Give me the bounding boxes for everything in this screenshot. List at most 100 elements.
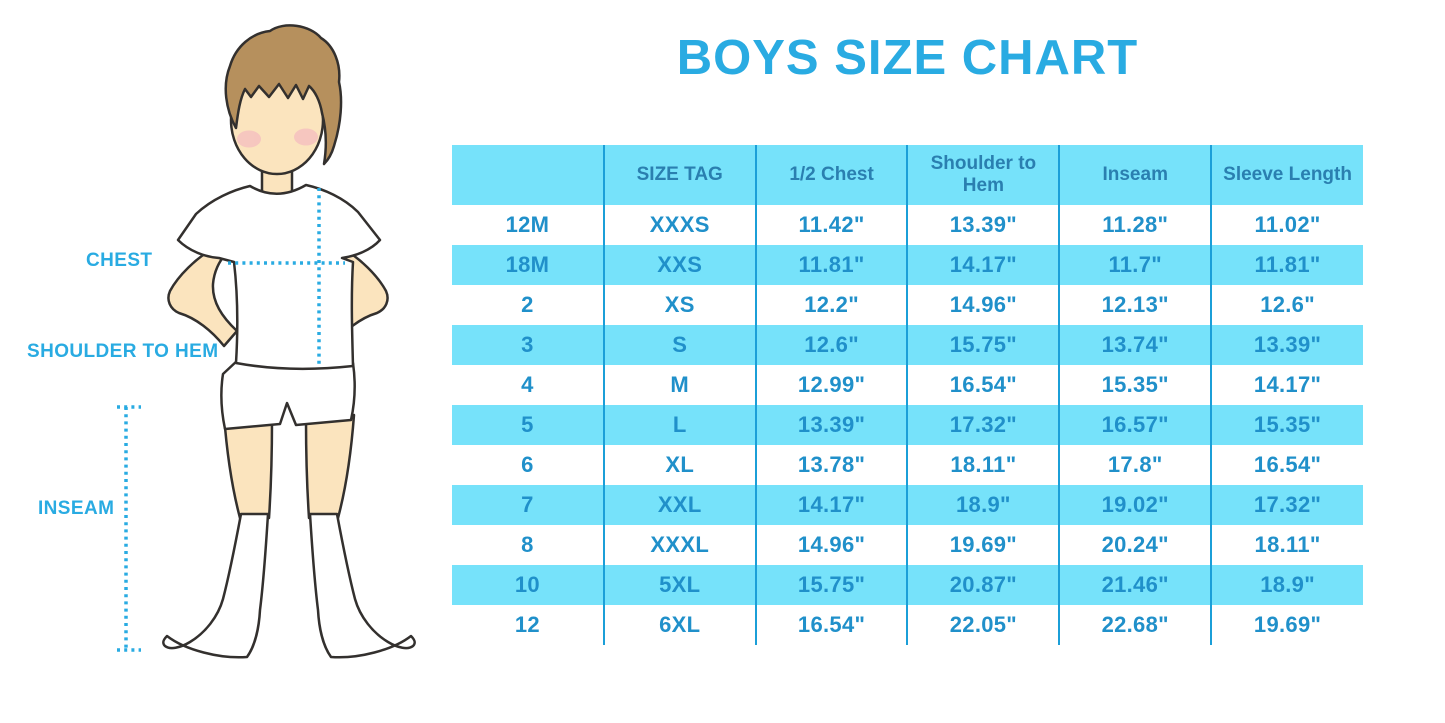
table-cell: 17.32" bbox=[1210, 485, 1363, 525]
table-cell: L bbox=[602, 405, 756, 445]
table-cell: S bbox=[602, 325, 756, 365]
table-row: 5 L 13.39" 17.32" 16.57" 15.35" bbox=[452, 405, 1363, 445]
table-cell: 11.42" bbox=[754, 205, 908, 245]
size-label-cell: 3 bbox=[521, 332, 534, 357]
size-chart-header: SIZE TAG 1/2 Chest Shoulder to Hem Inseam Sl… bbox=[452, 145, 1363, 205]
table-row: 10 5XL 15.75" 20.87" 21.46" 18.9" bbox=[452, 565, 1363, 605]
table-cell: 14.17" bbox=[906, 245, 1060, 285]
table-cell: XXXS bbox=[602, 205, 756, 245]
table-cell: 22.05" bbox=[906, 605, 1060, 645]
table-cell: 20.87" bbox=[906, 565, 1060, 605]
header-cell: Shoulder to Hem bbox=[906, 145, 1060, 205]
table-cell: 19.02" bbox=[1058, 485, 1212, 525]
table-cell: 12.6" bbox=[1210, 285, 1363, 325]
left-sock-shape bbox=[162, 512, 270, 659]
table-cell: 15.75" bbox=[754, 565, 908, 605]
table-cell: 14.96" bbox=[906, 285, 1060, 325]
table-cell: 13.39" bbox=[754, 405, 908, 445]
table-cell: 18.9" bbox=[1210, 565, 1363, 605]
size-label-cell: 4 bbox=[521, 372, 534, 397]
table-cell: 16.54" bbox=[1210, 445, 1363, 485]
table-cell: 22.68" bbox=[1058, 605, 1212, 645]
table-cell: 15.35" bbox=[1210, 405, 1363, 445]
tshirt-shape bbox=[176, 183, 382, 370]
header-cell: SIZE TAG bbox=[602, 145, 756, 205]
chest-label: CHEST bbox=[86, 250, 153, 271]
table-cell: 12.13" bbox=[1058, 285, 1212, 325]
table-cell: 15.75" bbox=[906, 325, 1060, 365]
table-cell: 20.24" bbox=[1058, 525, 1212, 565]
table-cell: XXXL bbox=[602, 525, 756, 565]
size-chart-body: 12M XXXS 11.42" 13.39" 11.28" 11.02" 18M XXS 11.… bbox=[452, 205, 1363, 645]
table-cell: 19.69" bbox=[906, 525, 1060, 565]
header-cell: Inseam bbox=[1058, 145, 1212, 205]
table-cell: 12.2" bbox=[754, 285, 908, 325]
table-cell: 12.6" bbox=[754, 325, 908, 365]
table-row: 4 M 12.99" 16.54" 15.35" 14.17" bbox=[452, 365, 1363, 405]
blush-cheeks bbox=[237, 128, 318, 148]
size-label-cell: 7 bbox=[521, 492, 534, 517]
table-cell: 16.54" bbox=[906, 365, 1060, 405]
table-cell: 18.9" bbox=[906, 485, 1060, 525]
page-title: BOYS SIZE CHART bbox=[676, 31, 1139, 85]
table-cell: 15.35" bbox=[1058, 365, 1212, 405]
table-cell: 16.54" bbox=[754, 605, 908, 645]
table-row: 2 XS 12.2" 14.96" 12.13" 12.6" bbox=[452, 285, 1363, 325]
header-cell: Sleeve Length bbox=[1210, 145, 1363, 205]
table-cell: 18.11" bbox=[1210, 525, 1363, 565]
table-cell: XS bbox=[602, 285, 756, 325]
table-cell: 18.11" bbox=[906, 445, 1060, 485]
table-cell: 14.17" bbox=[1210, 365, 1363, 405]
header-row: SIZE TAG 1/2 Chest Shoulder to Hem Inseam Sl… bbox=[452, 145, 1363, 205]
left-leg-shape bbox=[222, 413, 274, 520]
table-row: 12 6XL 16.54" 22.05" 22.68" 19.69" bbox=[452, 605, 1363, 645]
left-arm-shape bbox=[167, 246, 239, 348]
size-label-cell: 12M bbox=[505, 212, 550, 237]
table-row: 18M XXS 11.81" 14.17" 11.7" 11.81" bbox=[452, 245, 1363, 285]
size-label-cell: 12 bbox=[514, 612, 540, 637]
size-chart-table: SIZE TAG 1/2 Chest Shoulder to Hem Inseam Sl… bbox=[452, 145, 1363, 645]
table-cell: 11.81" bbox=[1210, 245, 1363, 285]
table-cell: 11.02" bbox=[1210, 205, 1363, 245]
shorts-shape bbox=[220, 358, 356, 431]
table-cell: 14.96" bbox=[754, 525, 908, 565]
table-cell: 21.46" bbox=[1058, 565, 1212, 605]
size-label-cell: 2 bbox=[521, 292, 534, 317]
table-cell: 13.74" bbox=[1058, 325, 1212, 365]
table-cell: XXS bbox=[602, 245, 756, 285]
table-cell: 17.32" bbox=[906, 405, 1060, 445]
size-label-cell: 5 bbox=[521, 412, 534, 437]
table-cell: 19.69" bbox=[1210, 605, 1363, 645]
table-cell: XL bbox=[602, 445, 756, 485]
table-cell: 17.8" bbox=[1058, 445, 1212, 485]
table-cell: 13.39" bbox=[906, 205, 1060, 245]
header-cell: 1/2 Chest bbox=[754, 145, 908, 205]
boy-measurement-illustration bbox=[117, 24, 416, 659]
hair-shape bbox=[224, 24, 343, 166]
table-cell: 11.7" bbox=[1058, 245, 1212, 285]
table-cell: 13.78" bbox=[754, 445, 908, 485]
shoulder-to-hem-label: SHOULDER TO HEM bbox=[27, 341, 219, 362]
right-leg-shape bbox=[304, 413, 356, 520]
table-row: 8 XXXL 14.96" 19.69" 20.24" 18.11" bbox=[452, 525, 1363, 565]
table-cell: 11.81" bbox=[754, 245, 908, 285]
size-label-cell: 6 bbox=[521, 452, 534, 477]
table-row: 7 XXL 14.17" 18.9" 19.02" 17.32" bbox=[452, 485, 1363, 525]
table-cell: M bbox=[602, 365, 756, 405]
right-sock-shape bbox=[308, 512, 416, 659]
table-cell: 12.99" bbox=[754, 365, 908, 405]
size-label-cell: 8 bbox=[521, 532, 534, 557]
table-cell: 16.57" bbox=[1058, 405, 1212, 445]
size-label-cell: 10 bbox=[514, 572, 540, 597]
table-cell: 6XL bbox=[602, 605, 756, 645]
table-cell: XXL bbox=[602, 485, 756, 525]
table-row: 6 XL 13.78" 18.11" 17.8" 16.54" bbox=[452, 445, 1363, 485]
table-cell: 5XL bbox=[602, 565, 756, 605]
table-row: 12M XXXS 11.42" 13.39" 11.28" 11.02" bbox=[452, 205, 1363, 245]
table-cell: 11.28" bbox=[1058, 205, 1212, 245]
table-row: 3 S 12.6" 15.75" 13.74" 13.39" bbox=[452, 325, 1363, 365]
header-cell-empty bbox=[452, 145, 604, 205]
table-cell: 14.17" bbox=[754, 485, 908, 525]
inseam-label: INSEAM bbox=[38, 498, 115, 519]
